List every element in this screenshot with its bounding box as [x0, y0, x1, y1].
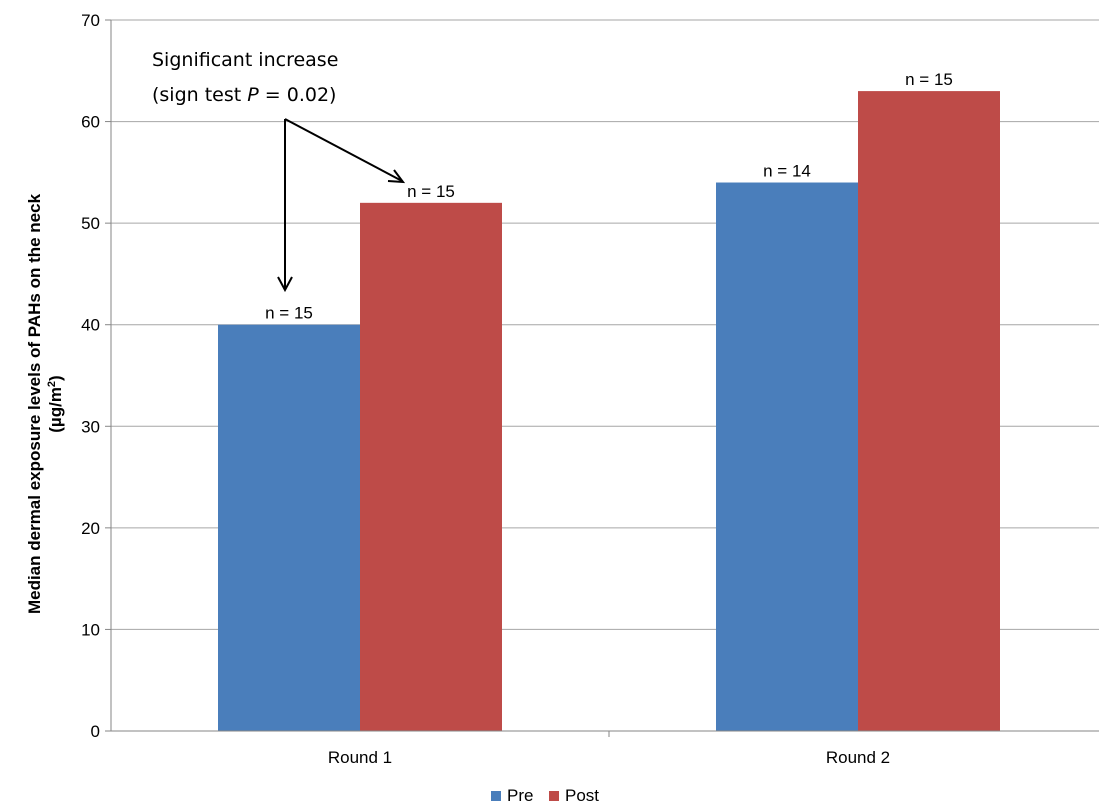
legend-swatch-post [549, 791, 559, 801]
legend: Pre Post [491, 786, 599, 805]
y-tick-label: 50 [81, 214, 100, 233]
y-tick-label: 40 [81, 316, 100, 335]
annotation-arrow-down-head [277, 276, 293, 293]
x-tick-label: Round 1 [328, 748, 392, 767]
bar-pre-2 [716, 182, 858, 731]
annotation-p-symbol: P [247, 84, 259, 106]
y-tick-label: 70 [81, 11, 100, 30]
y-axis-unit-suffix: ) [46, 375, 65, 381]
y-tick-label: 10 [81, 620, 100, 639]
legend-swatch-pre [491, 791, 501, 801]
annotation-arrow-right-head [387, 169, 406, 184]
annotation-line2-suffix: = 0.02) [259, 84, 337, 106]
annotation-arrow-right [284, 118, 403, 182]
legend-label-post: Post [565, 786, 599, 805]
bar-post-2 [858, 91, 1000, 732]
y-axis-label: Median dermal exposure levels of PAHs on… [25, 193, 65, 614]
bar-n-label: n = 15 [407, 182, 455, 201]
y-axis-unit-prefix: (µg/m [46, 387, 65, 433]
y-tick-labels: 0 10 20 30 40 50 60 70 [81, 11, 111, 741]
bar-n-label: n = 15 [905, 70, 953, 89]
y-tick-label: 20 [81, 519, 100, 538]
annotation-line2-prefix: (sign test [152, 84, 247, 106]
bar-post-1 [360, 202, 502, 732]
annotation-line1: Significant increase [152, 49, 338, 71]
y-tick-label: 0 [91, 722, 100, 741]
y-axis-label-unit: (µg/m2) [46, 375, 65, 432]
significance-annotation: Significant increase (sign test P = 0.02… [152, 49, 406, 293]
y-axis-label-line1: Median dermal exposure levels of PAHs on… [25, 193, 44, 614]
x-tick-label: Round 2 [826, 748, 890, 767]
annotation-line2: (sign test P = 0.02) [152, 84, 336, 106]
y-tick-label: 60 [81, 113, 100, 132]
bar-pre-1 [218, 324, 360, 731]
bars [218, 91, 1000, 732]
bar-n-label: n = 14 [763, 162, 811, 181]
legend-label-pre: Pre [507, 786, 533, 805]
x-tick-labels: Round 1 Round 2 [328, 731, 890, 767]
bar-n-label: n = 15 [265, 304, 313, 323]
data-labels: n = 15 n = 15 n = 14 n = 15 [265, 70, 953, 323]
y-axis-unit-superscript: 2 [46, 381, 58, 387]
y-tick-label: 30 [81, 417, 100, 436]
